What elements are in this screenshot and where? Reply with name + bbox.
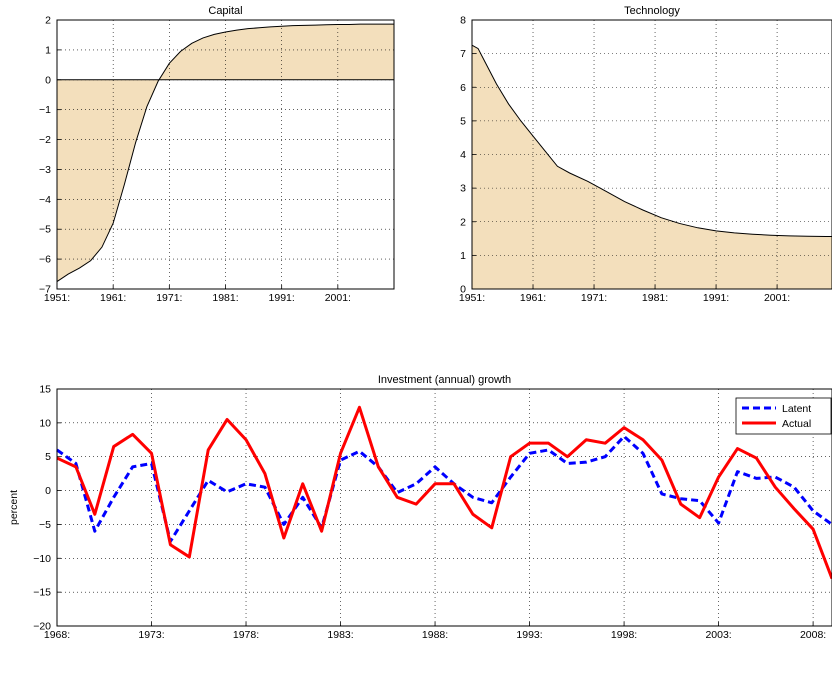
y-tick-label: −7	[39, 284, 51, 296]
y-tick-label: 10	[39, 417, 51, 429]
x-tick-label: 1951:	[459, 292, 485, 304]
x-tick-label: 1983:	[327, 629, 353, 641]
y-tick-label: −20	[33, 621, 51, 633]
x-tick-label: 1961:	[100, 292, 126, 304]
x-tick-label: 1981:	[642, 292, 668, 304]
area-fill	[472, 45, 832, 289]
x-tick-label: 2001:	[764, 292, 790, 304]
y-tick-label: 2	[45, 15, 51, 27]
x-tick-label: 2003:	[705, 629, 731, 641]
y-tick-label: 2	[460, 216, 466, 228]
y-tick-label: −3	[39, 164, 51, 176]
area-outline	[56, 23, 394, 282]
y-tick-label: 15	[39, 384, 51, 396]
series-line-latent	[56, 434, 832, 543]
y-tick-label: 1	[460, 250, 466, 262]
axes-box	[56, 19, 395, 290]
y-tick-label: 6	[460, 82, 466, 94]
x-tick-label: 2008:	[800, 629, 826, 641]
legend-label-actual: Actual	[782, 418, 811, 430]
axes-box	[56, 388, 832, 627]
y-tick-label: −4	[39, 194, 51, 206]
y-tick-label: 0	[460, 284, 466, 296]
chart-title: Investment (annual) growth	[378, 374, 511, 386]
area-outline	[471, 44, 832, 238]
x-tick-label: 1971:	[581, 292, 607, 304]
capital-panel: 1951: 1961: 1971: 1981: 1991: 2001: −7 −6 −5 −4 −3…	[39, 5, 395, 304]
chart-title: Capital	[208, 5, 242, 17]
x-tick-label: 1981:	[212, 292, 238, 304]
legend-box	[735, 397, 832, 435]
x-tick-label: 1973:	[138, 629, 164, 641]
y-tick-label: −5	[39, 519, 51, 531]
x-tick-label: 2001:	[325, 292, 351, 304]
x-tick-label: 1968:	[44, 629, 70, 641]
y-tick-label: −10	[33, 553, 51, 565]
y-tick-label: 4	[460, 149, 466, 161]
y-tick-label: 5	[45, 451, 51, 463]
y-tick-label: −5	[39, 224, 51, 236]
x-tick-label: 1971:	[156, 292, 182, 304]
legend-label-latent: Latent	[782, 403, 811, 415]
y-axis-label: percent	[8, 490, 20, 525]
y-tick-label: −6	[39, 254, 51, 266]
technology-panel: 1951: 1961: 1971: 1981: 1991: 2001: 0 1 2 3 4 5 6 7 8 T…	[459, 5, 832, 304]
axes-box	[471, 19, 832, 290]
x-tick-label: 1961:	[520, 292, 546, 304]
investment-growth-panel: 1968: 1973: 1978: 1983: 1988: 1993: 1998: 2003:…	[8, 374, 832, 641]
x-tick-label: 1951:	[44, 292, 70, 304]
y-tick-label: 3	[460, 183, 466, 195]
y-tick-label: −2	[39, 134, 51, 146]
y-tick-label: 1	[45, 44, 51, 56]
legend: Latent Actual	[735, 397, 832, 435]
series-line-actual	[56, 405, 832, 580]
x-tick-label: 1988:	[422, 629, 448, 641]
y-tick-label: 7	[460, 48, 466, 60]
chart-title: Technology	[624, 5, 680, 17]
x-tick-label: 1991:	[703, 292, 729, 304]
x-tick-label: 1978:	[233, 629, 259, 641]
x-tick-label: 1991:	[269, 292, 295, 304]
area-fill	[57, 24, 394, 282]
y-tick-label: 0	[45, 485, 51, 497]
y-tick-label: 0	[45, 74, 51, 86]
y-tick-label: −1	[39, 104, 51, 116]
x-tick-label: 1998:	[611, 629, 637, 641]
x-tick-label: 1993:	[516, 629, 542, 641]
plot-area	[57, 389, 832, 626]
y-tick-label: 5	[460, 115, 466, 127]
y-tick-label: −15	[33, 587, 51, 599]
y-tick-label: 8	[460, 15, 466, 27]
